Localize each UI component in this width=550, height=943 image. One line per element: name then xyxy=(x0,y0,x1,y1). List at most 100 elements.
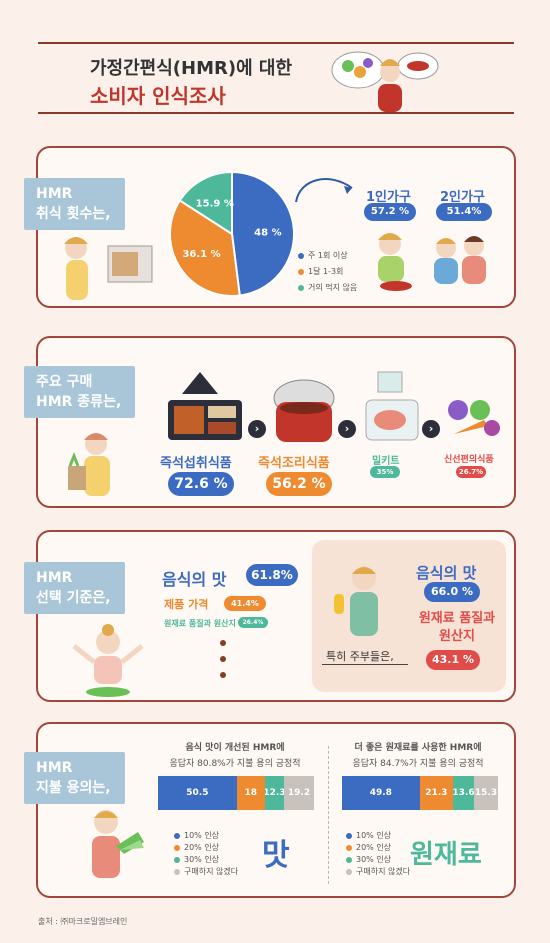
shopping-woman-illustration xyxy=(68,433,110,496)
criteria3-label: 원재료 품질과 원산지 xyxy=(164,619,236,628)
housewife-underline xyxy=(322,664,408,665)
box-criteria1-value: 66.0 % xyxy=(424,582,480,602)
legend-item: 10% 인상 xyxy=(174,830,238,842)
criteria1-label: 음식의 맛 xyxy=(162,570,227,589)
legend-dot xyxy=(174,868,180,875)
fresh-produce-illustration xyxy=(448,400,500,436)
chevron-right-icon: › xyxy=(422,420,440,438)
header-rule-bottom xyxy=(38,112,514,114)
right-big-label: 원재료 xyxy=(410,840,482,870)
legend-item: 30% 인상 xyxy=(346,854,410,866)
hh2-label: 2인가구 xyxy=(440,190,485,205)
pie-legend-rarely: 거의 먹지 않음 xyxy=(298,282,357,293)
type1-value: 72.6 % xyxy=(168,472,234,496)
legend-dot xyxy=(346,868,352,875)
section2-tag: 주요 구매 HMR 종류는, xyxy=(24,366,136,418)
pie-legend-weekly: 주 1회 이상 xyxy=(298,250,348,261)
legend-label: 구매하지 않겠다 xyxy=(356,867,411,876)
bar-seg-30pct: 12.3 xyxy=(264,776,285,810)
legend-item: 구매하지 않겠다 xyxy=(346,866,410,878)
bar-seg-20pct: 21.3 xyxy=(419,776,453,810)
source-footnote: 출처 : ㈜마크로밀엠브레인 xyxy=(38,917,128,926)
legend-item: 30% 인상 xyxy=(174,854,238,866)
type3-label: 밀키트 xyxy=(372,456,400,467)
hh1-value: 57.2 % xyxy=(364,203,416,221)
pie-label: 48 % xyxy=(254,228,281,239)
left-bar-caption2: 응답자 80.8%가 지불 용의 긍정적 xyxy=(169,759,301,769)
section1-tag: HMR 취식 횟수는, xyxy=(24,178,125,230)
pie-slice-rarely xyxy=(178,170,233,236)
section3-tag: HMR 선택 기준은, xyxy=(24,562,125,614)
right-stacked-bar: 49.8 21.3 13.6 15.3 xyxy=(342,776,498,810)
legend-dot xyxy=(174,856,180,863)
section4-tag: HMR 지불 용의는, xyxy=(24,752,125,804)
bar-seg-20pct: 18 xyxy=(236,776,265,810)
housewife-box-title: 특히 주부들은, xyxy=(326,650,394,663)
curved-arrow-icon xyxy=(295,178,353,203)
left-big-label: 맛 xyxy=(262,838,290,873)
bar-seg-10pct: 50.5 xyxy=(158,776,237,810)
legend-item: 10% 인상 xyxy=(346,830,410,842)
legend-dot xyxy=(346,856,352,863)
bar-seg-10pct: 49.8 xyxy=(342,776,420,810)
legend-label: 20% 인상 xyxy=(356,843,392,852)
type1-label: 즉석섭취식품 xyxy=(160,456,232,471)
left-stacked-bar: 50.5 18 12.3 19.2 xyxy=(158,776,314,810)
box-criteria2-value: 43.1 % xyxy=(426,650,480,670)
eating-woman-illustration xyxy=(72,624,144,697)
box-criteria2-label: 원재료 품질과 원산지 xyxy=(418,611,496,644)
page-title: 가정간편식(HMR)에 대한 xyxy=(90,58,293,79)
box-criteria1-label: 음식의 맛 xyxy=(416,564,477,582)
legend-dot xyxy=(346,844,352,851)
right-bar-caption2: 응답자 84.7%가 지불 용의 긍정적 xyxy=(352,759,484,769)
header-illustration xyxy=(331,51,439,112)
money-woman-illustration xyxy=(92,810,144,878)
legend-label: 구매하지 않겠다 xyxy=(184,867,239,876)
legend-dot xyxy=(174,844,180,851)
pie-legend-monthly: 1달 1-3회 xyxy=(298,266,343,277)
mealkit-illustration xyxy=(365,371,419,441)
legend-label: 30% 인상 xyxy=(184,855,220,864)
bar-seg-no-buy: 15.3 xyxy=(474,776,498,810)
legend-dot xyxy=(174,832,180,839)
bar-seg-no-buy: 19.2 xyxy=(284,776,314,810)
chevron-right-icon: › xyxy=(248,420,266,438)
type4-label: 신선편의식품 xyxy=(444,455,494,465)
left-bar-caption1: 음식 맛이 개선된 HMR에 xyxy=(185,743,285,753)
type2-value: 56.2 % xyxy=(266,472,332,496)
pie-label: 36.1 % xyxy=(182,249,220,260)
criteria1-value: 61.8% xyxy=(246,564,298,586)
section4-divider xyxy=(328,746,329,884)
criteria2-value: 41.4% xyxy=(224,596,266,611)
more-dot xyxy=(220,656,226,662)
legend-dot xyxy=(346,832,352,839)
hh1-label: 1인가구 xyxy=(366,190,411,205)
page-subtitle: 소비자 인식조사 xyxy=(90,84,226,108)
type2-label: 즉석조리식품 xyxy=(258,456,330,471)
pie-slice-monthly xyxy=(169,199,241,297)
bar-seg-30pct: 13.6 xyxy=(452,776,475,810)
chevron-right-icon: › xyxy=(338,420,356,438)
legend-label: 10% 인상 xyxy=(356,831,392,840)
instant-meal-illustration xyxy=(168,372,242,440)
more-dot xyxy=(220,672,226,678)
pie-slice-weekly xyxy=(231,170,295,297)
microwave-woman-illustration xyxy=(64,237,153,300)
legend-item: 20% 인상 xyxy=(346,842,410,854)
criteria2-label: 제품 가격 xyxy=(164,598,209,611)
more-dot xyxy=(220,640,226,646)
legend-label: 30% 인상 xyxy=(356,855,392,864)
legend-label: 10% 인상 xyxy=(184,831,220,840)
legend-label: 20% 인상 xyxy=(184,843,220,852)
hh2-value: 51.4% xyxy=(436,203,492,221)
header-rule-top xyxy=(38,42,514,44)
noodle-cup-illustration xyxy=(273,379,335,442)
right-bar-caption1: 더 좋은 원재료를 사용한 HMR에 xyxy=(354,743,482,753)
eating-people-illustration xyxy=(378,233,486,291)
housewife-illustration xyxy=(334,566,378,636)
type4-value: 26.7% xyxy=(456,466,486,478)
pie-label: 15.9 % xyxy=(196,198,234,209)
